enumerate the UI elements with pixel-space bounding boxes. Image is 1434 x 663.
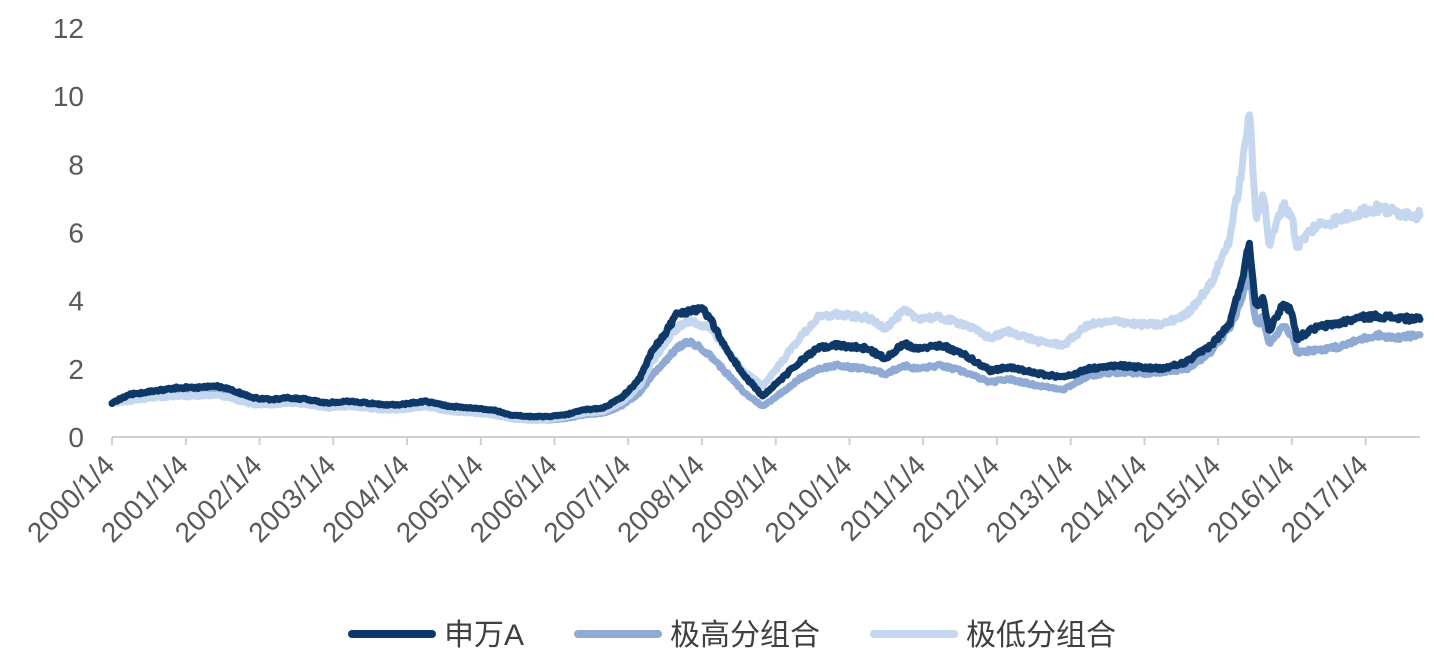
series-line-2 — [108, 239, 1424, 421]
legend: 申万A 极高分组合 极低分组合 — [348, 619, 1116, 652]
series-line-1 — [108, 111, 1424, 424]
y-tick-label: 4 — [68, 286, 84, 317]
y-tick-label: 8 — [68, 149, 84, 180]
x-axis: 2000/1/42001/1/42002/1/42003/1/42004/1/4… — [21, 437, 1374, 548]
y-tick-label: 2 — [68, 354, 84, 385]
y-tick-label: 10 — [53, 81, 84, 112]
legend-label: 极高分组合 — [670, 619, 820, 652]
y-tick-label: 0 — [68, 422, 84, 453]
legend-label: 申万A — [444, 619, 524, 652]
y-tick-label: 12 — [53, 13, 84, 44]
legend-label: 极低分组合 — [966, 619, 1116, 652]
series-layer — [108, 111, 1424, 424]
y-tick-label: 6 — [68, 218, 84, 249]
y-axis: 0 2 4 6 8 10 12 — [53, 13, 84, 453]
